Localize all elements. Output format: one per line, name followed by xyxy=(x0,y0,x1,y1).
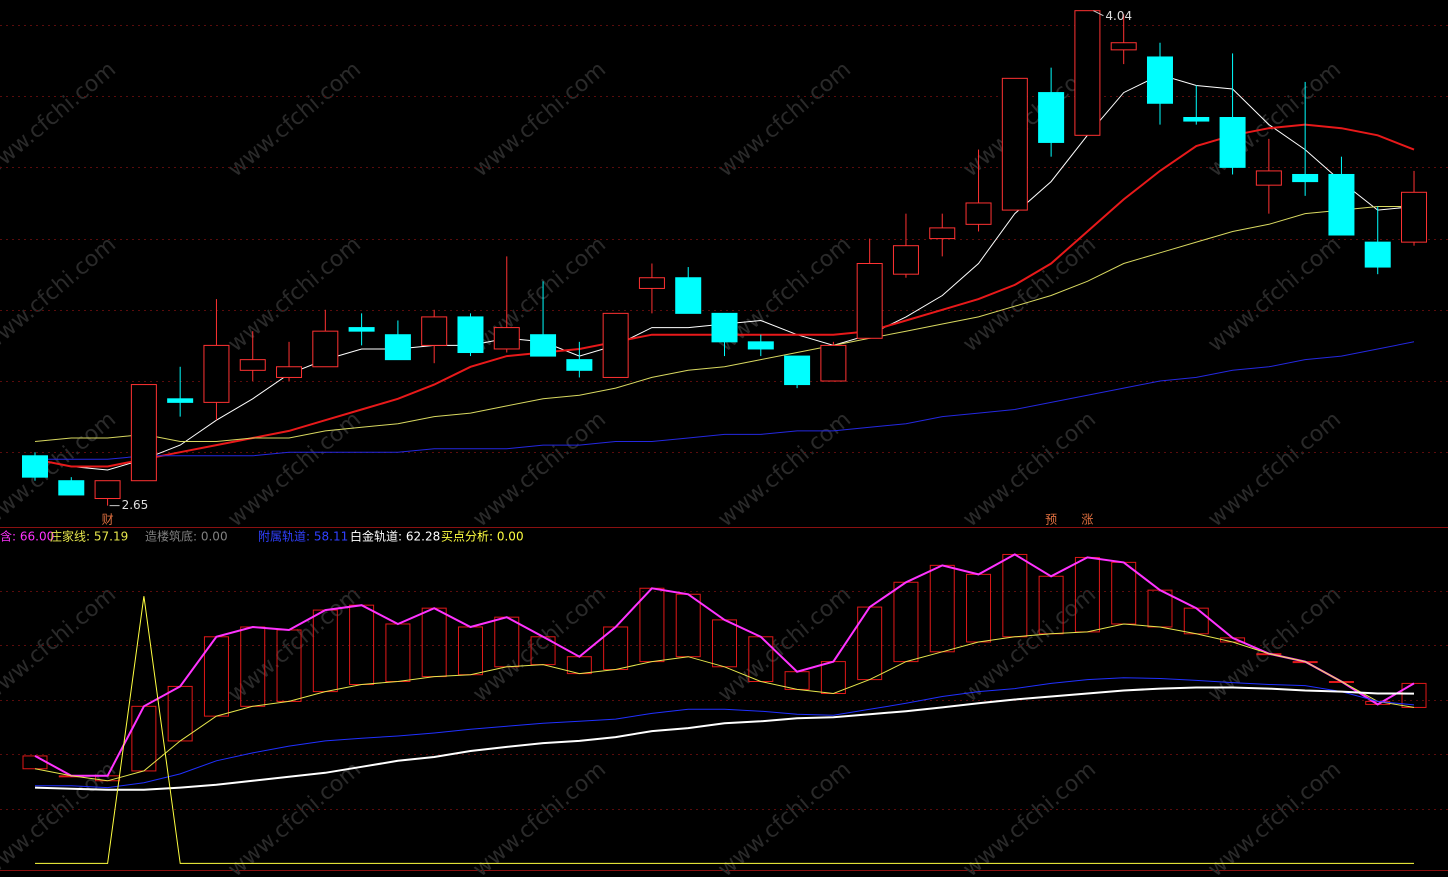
candle-body xyxy=(675,277,702,314)
legend-entry: 造楼筑底: 0.00 xyxy=(145,529,228,544)
indicator-line xyxy=(34,623,1415,782)
legend-entry: 附属轨道: 58.11 xyxy=(258,530,348,544)
candle-body xyxy=(457,316,484,354)
candle-body xyxy=(130,384,157,482)
legend-entry: 含: 66.00 xyxy=(0,529,54,544)
candle-body xyxy=(1292,173,1319,183)
candle-body xyxy=(167,398,194,403)
signal-tag: 涨 xyxy=(1081,512,1093,527)
candle-body xyxy=(203,344,230,403)
candle-body xyxy=(530,334,557,357)
indicator-line xyxy=(34,553,1415,777)
candle-body xyxy=(820,344,847,382)
legend-entry: 买点分析: 0.00 xyxy=(441,530,524,544)
signal-tag: 财 xyxy=(102,513,114,527)
candle-body xyxy=(747,341,774,350)
candle-body xyxy=(348,327,375,332)
legend-entry: 白金轨道: 62.28 xyxy=(350,529,440,544)
max-label: 4.04 xyxy=(1105,9,1132,23)
candle-body xyxy=(58,480,85,496)
ma-line xyxy=(34,206,1414,442)
legend-entry: 庄家线: 57.19 xyxy=(50,529,128,544)
candle-body xyxy=(312,330,339,368)
candle-body xyxy=(638,277,665,289)
candle-body xyxy=(1401,191,1428,243)
candle-body xyxy=(1364,241,1391,268)
candle-body xyxy=(711,312,738,343)
candle-body xyxy=(22,455,48,478)
candle-body xyxy=(421,316,448,346)
candle-body xyxy=(276,366,303,378)
candle-body xyxy=(1219,117,1246,168)
candle-body xyxy=(1038,92,1065,143)
min-label: 2.65 xyxy=(122,498,149,512)
candle-body xyxy=(566,359,593,371)
ma-line xyxy=(35,341,1415,460)
candle-body xyxy=(602,312,629,378)
candle-body xyxy=(1255,170,1282,186)
candle-body xyxy=(965,202,992,225)
candle-body xyxy=(1074,10,1101,136)
candle-body xyxy=(1183,117,1210,122)
candle-body xyxy=(892,245,919,275)
candle-body xyxy=(384,334,411,361)
candle-body xyxy=(1001,77,1028,211)
candle-body xyxy=(1328,173,1355,236)
candle-body xyxy=(929,227,956,240)
candle-body xyxy=(856,263,883,339)
signal-tag: 预 xyxy=(1045,513,1057,527)
range-box xyxy=(1401,682,1427,708)
max-arrow xyxy=(1093,10,1104,17)
candle-body xyxy=(1110,42,1137,51)
candle-body xyxy=(784,355,811,386)
indicator-line xyxy=(35,677,1415,789)
indicator-line xyxy=(35,596,1414,864)
candle-body xyxy=(493,327,520,350)
candle-body xyxy=(239,359,266,371)
indicator-line xyxy=(34,686,1415,791)
candle-body xyxy=(94,480,121,500)
candle-body xyxy=(1146,56,1173,104)
